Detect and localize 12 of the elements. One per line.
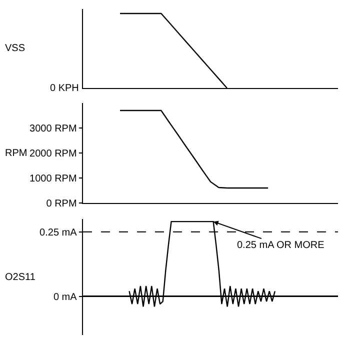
y-axis-title: RPM xyxy=(5,148,28,159)
annotation: 0.25 mA OR MORE xyxy=(237,240,325,251)
y-tick-label: 1000 RPM xyxy=(30,174,77,184)
line-series xyxy=(119,110,269,189)
y-tick-label: 2000 RPM xyxy=(30,148,77,160)
y-tick-label: 3000 RPM xyxy=(30,124,77,134)
y-tick-label: 0.25 mA xyxy=(40,227,78,238)
y-tick-label: 0 mA xyxy=(53,292,78,303)
y-tick-label: 0 RPM xyxy=(46,198,77,210)
text: 0 KPH xyxy=(50,83,79,94)
y-axis-title: O2S11 xyxy=(5,272,36,283)
y-axis-title: VSS xyxy=(5,43,26,54)
